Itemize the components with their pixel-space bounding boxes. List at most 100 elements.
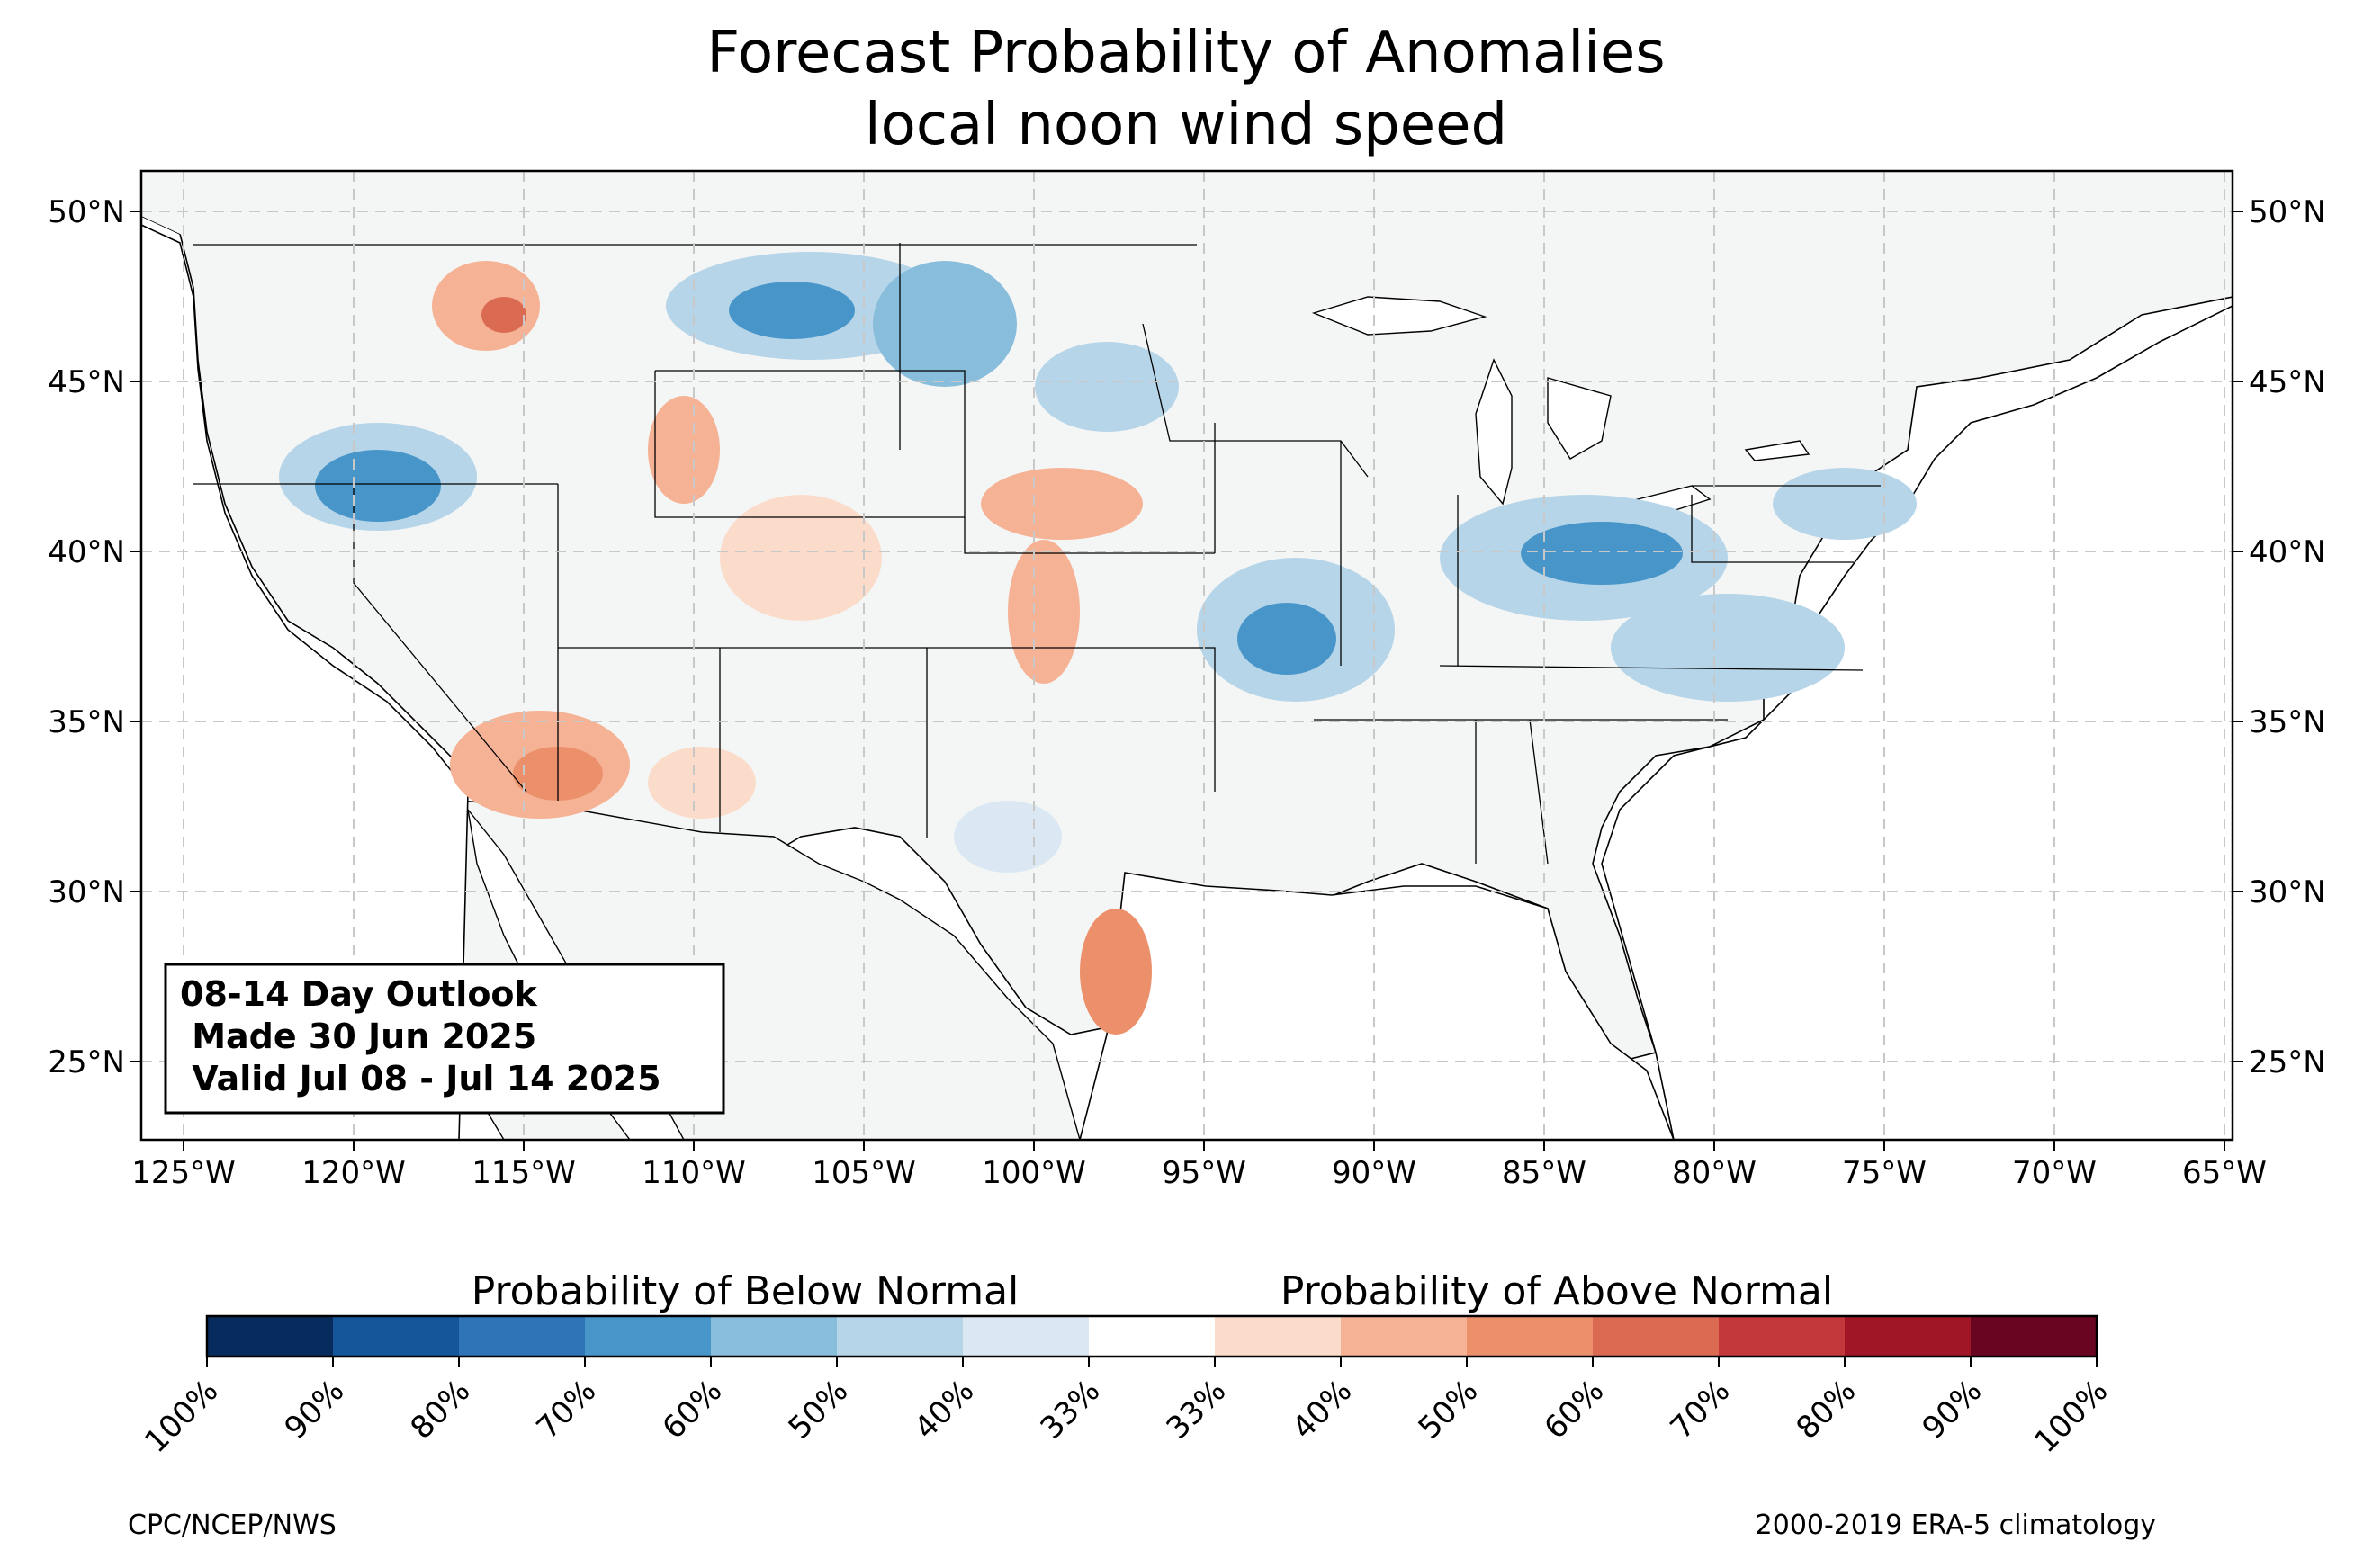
latitude-ticks-right: 50°N 45°N 40°N 35°N 30°N 25°N [2233,194,2326,1080]
blob-new-mexico [648,747,756,819]
lake-superior [1311,296,1487,336]
title-line-1: Forecast Probability of Anomalies [706,20,1665,86]
lon-tick-label: 105°W [812,1155,916,1191]
blob-dakota [873,261,1017,387]
lon-tick-label: 65°W [2182,1155,2267,1191]
canada-land [141,171,2233,423]
lat-tick-label-left: 35°N [48,704,125,740]
lat-tick-label-right: 30°N [2249,874,2326,910]
lat-tick-label-right: 25°N [2249,1044,2326,1080]
colorbar-tick-label: 50% [782,1373,856,1447]
title-line-2: local noon wind speed [865,92,1507,158]
state-borders [193,243,1881,865]
info-made-date: Made 30 Jun 2025 [180,1017,536,1056]
blob-minnesota [1035,342,1179,432]
colorbar-tick-label: 60% [656,1373,730,1447]
lon-tick-label: 85°W [1502,1155,1586,1191]
footer-source: CPC/NCEP/NWS [128,1510,337,1541]
colorbar-segment [1215,1316,1342,1357]
outlook-info-box: 08-14 Day Outlook Made 30 Jun 2025 Valid… [164,963,725,1115]
blob-nebraska [981,468,1143,540]
colorbar-segment [1467,1316,1594,1357]
colorbar-segment [1971,1316,2098,1357]
lat-tick-label-left: 50°N [48,194,125,230]
lat-tick-label-right: 40°N [2249,534,2326,570]
lon-tick-label: 125°W [131,1155,236,1191]
colorbar-tick-label: 100% [2027,1373,2115,1460]
blob-kansas [1008,540,1080,684]
info-valid-dates: Valid Jul 08 - Jul 14 2025 [180,1059,661,1098]
colorbar-segment [585,1316,712,1357]
lat-tick-label-left: 40°N [48,534,125,570]
lake-huron [1547,377,1612,460]
blob-texas-coast [1080,909,1152,1035]
colorbar-tick-label: 70% [530,1373,604,1447]
below-normal-shading [279,252,1917,873]
colorbar-tick-label: 90% [1916,1373,1990,1447]
colorbar-segment [1593,1316,1720,1357]
lon-tick-label: 120°W [301,1155,406,1191]
colorbar-segment [1719,1316,1846,1357]
latitude-ticks-left: 50°N 45°N 40°N 35°N 30°N 25°N [48,194,141,1080]
lat-tick-label-left: 25°N [48,1044,125,1080]
blob-missouri-inner [1237,603,1336,675]
blob-pennsylvania [1773,468,1917,540]
lon-tick-label: 95°W [1162,1155,1246,1191]
lon-tick-label: 110°W [642,1155,746,1191]
colorbar-segment [837,1316,964,1357]
colorbar-segment [1089,1316,1216,1357]
blob-montana-inner [729,282,855,339]
blob-texas [954,801,1062,873]
colorbar-tick-label: 90% [278,1373,352,1447]
lake-michigan [1475,358,1513,506]
lat-tick-label-right: 35°N [2249,704,2326,740]
lat-tick-label-right: 50°N [2249,194,2326,230]
colorbar-tick-label: 80% [404,1373,478,1447]
lon-tick-label: 80°W [1672,1155,1757,1191]
colorbar-segment [1845,1316,1972,1357]
colorbar-tick-label: 70% [1664,1373,1738,1447]
lon-tick-label: 90°W [1332,1155,1416,1191]
lat-tick-label-left: 30°N [48,874,125,910]
colorbar-above-label: Probability of Above Normal [1280,1268,1833,1314]
lat-tick-label-right: 45°N [2249,364,2326,400]
footer-climatology: 2000-2019 ERA-5 climatology [1756,1510,2156,1541]
colorbar-tick-label: 100% [138,1373,225,1460]
colorbar-tick-label: 33% [1034,1373,1108,1447]
colorbar-tick-label: 33% [1160,1373,1234,1447]
colorbar-tick-label: 40% [1286,1373,1360,1447]
colorbar-segment [207,1316,334,1357]
longitude-ticks: 125°W 120°W 115°W 110°W 105°W 100°W 95°W 90°W 85… [131,1140,2267,1191]
colorbar [205,1314,2098,1358]
lat-tick-label-left: 45°N [48,364,125,400]
lon-tick-label: 100°W [982,1155,1086,1191]
colorbar-tick-label: 80% [1790,1373,1864,1447]
colorbar-segment [459,1316,586,1357]
map-frame [139,169,2234,1142]
map-area [141,171,2233,1140]
lon-tick-label: 115°W [472,1155,576,1191]
colorbar-ticks: 100% 90% 80% 70% 60% 50% 40% 33% 33% 40% 50% 60% 70%… [138,1357,2115,1460]
lon-tick-label: 75°W [1842,1155,1927,1191]
blob-colorado [720,495,882,621]
lon-tick-label: 70°W [2012,1155,2097,1191]
blob-idaho-inner [481,297,526,333]
blob-virginia [1611,594,1845,702]
colorbar-segment [333,1316,460,1357]
lake-ontario [1744,440,1810,461]
colorbar-below-label: Probability of Below Normal [472,1268,1020,1314]
colorbar-segment [1341,1316,1468,1357]
blob-nevada-inner [315,450,441,522]
colorbar-tick-label: 40% [908,1373,982,1447]
colorbar-tick-label: 50% [1412,1373,1486,1447]
colorbar-frame [205,1314,2098,1358]
info-box-frame [164,963,725,1115]
info-outlook-period: 08-14 Day Outlook [180,974,538,1014]
blob-utah [648,396,720,504]
colorbar-segment [711,1316,838,1357]
colorbar-segment [963,1316,1090,1357]
blob-ohio-inner [1521,522,1683,585]
colorbar-tick-label: 60% [1538,1373,1612,1447]
